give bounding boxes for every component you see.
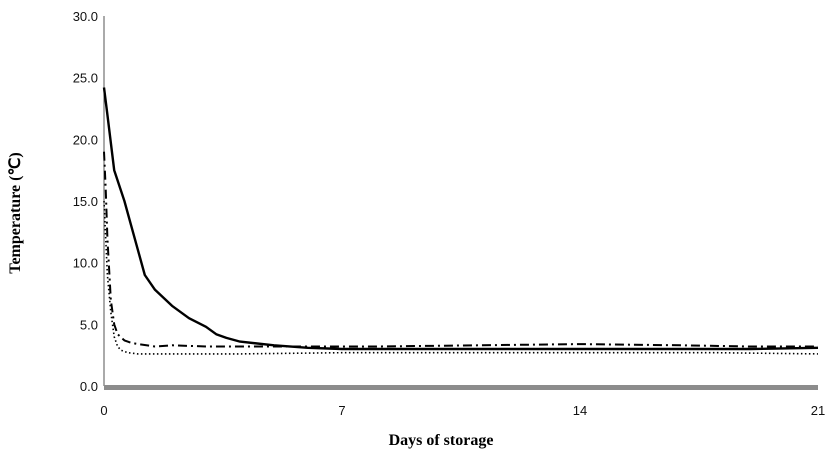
y-tick-label: 5.0	[80, 317, 98, 332]
y-tick-label: 30.0	[73, 9, 98, 24]
y-tick-label: 10.0	[73, 256, 98, 271]
x-axis-title: Days of storage	[389, 432, 494, 449]
y-axis-title: Temperature (℃)	[7, 152, 24, 274]
x-tick-label: 0	[100, 403, 107, 418]
series-line-dotted	[103, 200, 819, 355]
x-axis-bar	[104, 385, 818, 390]
y-tick-label: 0.0	[80, 379, 98, 394]
y-tick-label: 15.0	[73, 194, 98, 209]
y-tick-label: 25.0	[73, 71, 98, 86]
x-tick-label: 14	[573, 403, 587, 418]
series-lines	[102, 87, 819, 355]
series-line-solid	[102, 87, 819, 351]
y-tick-labels: 0.0 5.0 10.0 15.0 20.0 25.0 30.0	[73, 9, 98, 394]
x-tick-label: 21	[811, 403, 825, 418]
x-tick-labels: 0 7 14 21	[100, 403, 825, 418]
x-tick-label: 7	[338, 403, 345, 418]
y-tick-label: 20.0	[73, 132, 98, 147]
series-line-dash-dot	[103, 151, 818, 348]
